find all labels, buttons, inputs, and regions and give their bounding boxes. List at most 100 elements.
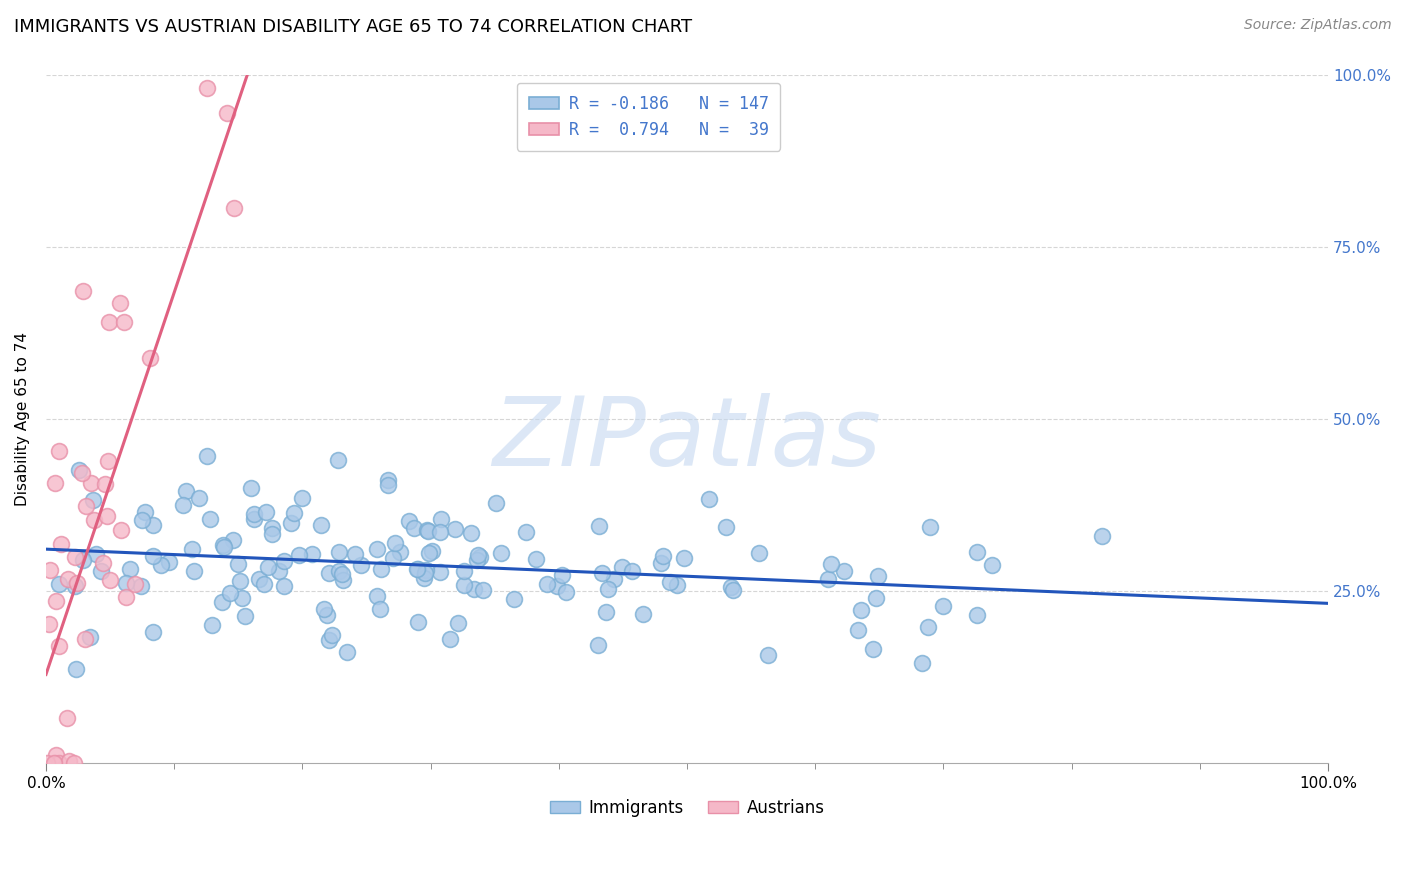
Point bbox=[336, 645, 359, 659]
Legend: Immigrants, Austrians: Immigrants, Austrians bbox=[543, 792, 831, 823]
Point bbox=[309, 518, 332, 533]
Point bbox=[370, 562, 392, 576]
Point bbox=[222, 533, 245, 547]
Point bbox=[256, 505, 278, 519]
Point bbox=[83, 513, 105, 527]
Point bbox=[72, 552, 94, 566]
Point bbox=[485, 496, 508, 510]
Point bbox=[368, 602, 391, 616]
Point bbox=[418, 546, 440, 560]
Point bbox=[321, 628, 343, 642]
Point bbox=[91, 557, 114, 571]
Point bbox=[79, 630, 101, 644]
Point bbox=[318, 632, 340, 647]
Point bbox=[157, 555, 180, 569]
Point bbox=[610, 559, 633, 574]
Point bbox=[366, 589, 388, 603]
Point bbox=[291, 491, 314, 506]
Point bbox=[453, 565, 475, 579]
Point bbox=[312, 602, 335, 616]
Point bbox=[67, 463, 90, 477]
Point bbox=[120, 562, 142, 576]
Point bbox=[58, 754, 80, 768]
Text: Source: ZipAtlas.com: Source: ZipAtlas.com bbox=[1244, 18, 1392, 32]
Point bbox=[673, 550, 696, 565]
Point bbox=[45, 747, 67, 762]
Point bbox=[366, 541, 388, 556]
Point bbox=[720, 580, 742, 594]
Point bbox=[48, 577, 70, 591]
Point bbox=[330, 566, 353, 581]
Point bbox=[621, 564, 644, 578]
Point bbox=[468, 549, 491, 564]
Point bbox=[96, 509, 118, 524]
Point bbox=[868, 569, 890, 583]
Point bbox=[343, 548, 366, 562]
Point bbox=[650, 557, 672, 571]
Point bbox=[631, 607, 654, 621]
Point bbox=[603, 572, 626, 586]
Point bbox=[63, 549, 86, 564]
Point bbox=[35, 756, 58, 771]
Point bbox=[94, 477, 117, 491]
Point bbox=[138, 351, 160, 366]
Point bbox=[591, 566, 613, 581]
Point bbox=[253, 577, 276, 591]
Point bbox=[384, 536, 406, 550]
Point bbox=[131, 513, 153, 527]
Point bbox=[72, 284, 94, 298]
Text: ZIPatlas: ZIPatlas bbox=[492, 393, 882, 486]
Point bbox=[911, 656, 934, 670]
Point bbox=[659, 575, 682, 590]
Point bbox=[472, 583, 495, 598]
Point bbox=[851, 603, 873, 617]
Point bbox=[44, 756, 66, 771]
Point bbox=[243, 512, 266, 526]
Point bbox=[65, 576, 87, 591]
Point bbox=[273, 554, 295, 568]
Point bbox=[443, 522, 465, 536]
Point bbox=[256, 560, 278, 574]
Point bbox=[332, 573, 354, 587]
Point bbox=[183, 564, 205, 578]
Point bbox=[283, 506, 305, 520]
Point bbox=[596, 582, 619, 597]
Point bbox=[465, 553, 488, 567]
Text: IMMIGRANTS VS AUSTRIAN DISABILITY AGE 65 TO 74 CORRELATION CHART: IMMIGRANTS VS AUSTRIAN DISABILITY AGE 65… bbox=[14, 18, 692, 36]
Point bbox=[402, 520, 425, 534]
Point bbox=[65, 662, 87, 676]
Point bbox=[721, 582, 744, 597]
Point bbox=[328, 453, 350, 467]
Point bbox=[554, 585, 576, 599]
Point bbox=[463, 582, 485, 597]
Point bbox=[489, 546, 512, 560]
Point bbox=[460, 526, 482, 541]
Point bbox=[536, 577, 558, 591]
Point bbox=[48, 756, 70, 771]
Point bbox=[262, 526, 284, 541]
Point bbox=[38, 616, 60, 631]
Point bbox=[415, 523, 437, 537]
Point bbox=[82, 493, 104, 508]
Point bbox=[586, 638, 609, 652]
Point bbox=[820, 557, 842, 571]
Point bbox=[42, 756, 65, 771]
Point bbox=[243, 507, 266, 521]
Point bbox=[97, 454, 120, 468]
Point bbox=[44, 475, 66, 490]
Point bbox=[381, 551, 404, 566]
Point bbox=[172, 498, 194, 512]
Point bbox=[280, 516, 302, 530]
Point bbox=[846, 623, 869, 637]
Point bbox=[239, 481, 262, 495]
Point bbox=[932, 599, 955, 613]
Point bbox=[865, 591, 887, 606]
Point bbox=[247, 572, 270, 586]
Point bbox=[195, 449, 218, 463]
Point bbox=[98, 573, 121, 587]
Point bbox=[503, 591, 526, 606]
Point bbox=[429, 525, 451, 540]
Point bbox=[817, 572, 839, 586]
Point bbox=[97, 315, 120, 329]
Point bbox=[129, 579, 152, 593]
